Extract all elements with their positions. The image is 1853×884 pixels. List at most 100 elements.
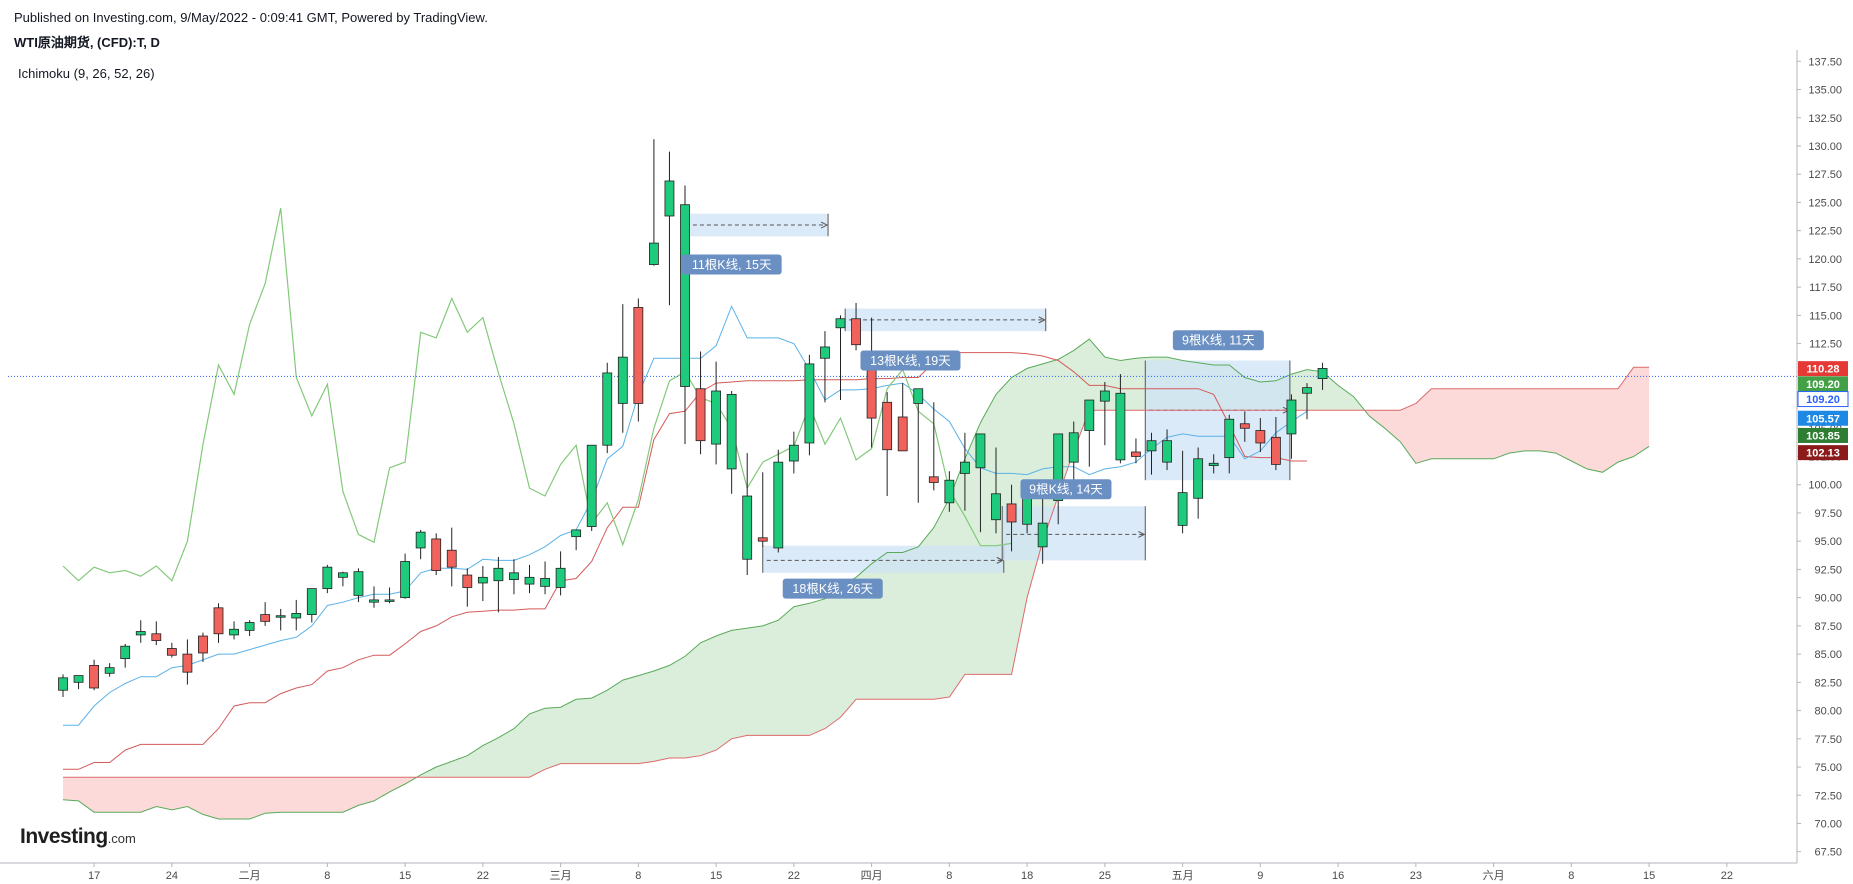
candle-body: [509, 572, 519, 580]
x-tick-label: 8: [1568, 870, 1574, 882]
y-tick-label: 97.50: [1814, 508, 1842, 520]
candle-body: [431, 538, 442, 571]
range-label-box: [860, 350, 961, 371]
y-tick-label: 100.00: [1808, 480, 1842, 492]
candle-body: [726, 393, 737, 470]
candle-body: [198, 635, 208, 654]
candle-body: [135, 631, 146, 636]
y-tick-label: 75.00: [1814, 762, 1842, 774]
y-tick-label: 137.50: [1808, 56, 1842, 68]
y-tick-label: 72.50: [1814, 790, 1842, 802]
candle-body: [555, 567, 566, 588]
candle-body: [1115, 392, 1126, 461]
x-tick-label: 8: [946, 870, 952, 882]
candle-body: [89, 664, 99, 689]
candle-body: [1131, 451, 1141, 457]
indicator-label[interactable]: Ichimoku (9, 26, 52, 26): [18, 66, 155, 81]
x-tick-label: 23: [1410, 870, 1422, 882]
y-tick-label: 117.50: [1809, 282, 1842, 294]
candle-body: [1224, 418, 1235, 459]
x-tick-label: 15: [1643, 870, 1655, 882]
candle-body: [1239, 423, 1250, 429]
candle-body: [804, 363, 815, 444]
candle-body: [306, 588, 317, 615]
candle-body: [1271, 436, 1281, 465]
x-tick-label: 24: [166, 870, 178, 882]
candle-body: [1022, 495, 1032, 525]
date-range-box: [845, 308, 1046, 332]
y-tick-label: 132.50: [1808, 113, 1842, 125]
candle-body: [1162, 440, 1172, 463]
y-tick-label: 87.50: [1814, 621, 1842, 633]
y-tick-label: 135.00: [1808, 85, 1842, 97]
price-tag-label: 102.13: [1806, 448, 1840, 460]
price-tag-label: 109.20: [1806, 379, 1840, 391]
candle-body: [1084, 399, 1095, 431]
arrow-head: [1038, 316, 1046, 324]
range-label-box: [782, 578, 883, 599]
x-tick-label: 16: [1332, 870, 1344, 882]
candle-body: [649, 242, 659, 265]
x-tick-label: 22: [1721, 870, 1733, 882]
arrow-head: [820, 221, 829, 229]
candle-body: [166, 648, 177, 656]
candle-body: [586, 444, 597, 527]
price-tag-label: 110.28: [1806, 364, 1839, 376]
range-label: 9根K线, 14天: [1029, 483, 1103, 497]
candle-body: [571, 529, 582, 538]
candle-body: [415, 531, 426, 549]
date-range-box: [762, 545, 1004, 573]
candle-body: [58, 677, 68, 691]
y-tick-label: 70.00: [1814, 818, 1842, 830]
x-tick-label: 22: [477, 870, 489, 882]
candle-body: [353, 571, 364, 596]
y-tick-label: 67.50: [1814, 847, 1842, 859]
candle-body: [322, 566, 333, 590]
x-tick-label: 17: [88, 870, 100, 882]
x-tick-label: 四月: [861, 870, 883, 882]
candle-body: [1099, 390, 1110, 402]
y-tick-label: 120.00: [1808, 254, 1842, 266]
candle-body: [1193, 458, 1204, 499]
investing-logo: Investing.com: [20, 825, 136, 848]
candle-body: [337, 572, 348, 578]
y-tick-label: 112.50: [1809, 339, 1842, 351]
published-line: Published on Investing.com, 9/May/2022 -…: [14, 10, 488, 25]
x-tick-label: 五月: [1172, 870, 1194, 882]
candle-body: [882, 401, 893, 451]
candle-body: [664, 180, 675, 217]
x-tick-label: 15: [710, 870, 722, 882]
range-label-box: [1172, 330, 1264, 351]
candle-body: [975, 433, 986, 469]
candle-body: [244, 622, 255, 631]
range-label: 13根K线, 19天: [870, 354, 951, 368]
price-tag-label: 105.57: [1806, 413, 1840, 425]
candle-body: [493, 567, 504, 582]
price-tag-label: 109.20: [1806, 394, 1840, 406]
y-tick-label: 80.00: [1814, 706, 1842, 718]
y-tick-label: 115.00: [1809, 310, 1842, 322]
senkou-span-b-line: [63, 366, 1650, 778]
candle-body: [742, 495, 753, 560]
x-tick-label: 二月: [239, 870, 261, 882]
price-tag: [1797, 391, 1849, 408]
candle-body: [1302, 387, 1312, 394]
symbol-title: WTI原油期货, (CFD):T, D: [14, 35, 160, 50]
x-tick-label: 三月: [550, 870, 572, 882]
price-tag-label: 103.85: [1806, 430, 1840, 442]
candle-body: [913, 388, 924, 404]
candle-body: [477, 576, 488, 584]
range-label-box: [681, 254, 782, 275]
price-tag: [1798, 376, 1848, 392]
candle-body: [120, 645, 131, 660]
candle-body: [275, 615, 286, 618]
x-tick-label: 六月: [1483, 869, 1505, 882]
y-tick-label: 95.00: [1814, 536, 1842, 548]
x-tick-label: 8: [635, 870, 641, 882]
y-tick-label: 92.50: [1814, 564, 1842, 576]
chart-header: Published on Investing.com, 9/May/2022 -…: [0, 0, 1853, 81]
candle-body: [229, 628, 239, 636]
x-tick-label: 15: [399, 870, 411, 882]
candle-body: [711, 390, 721, 445]
